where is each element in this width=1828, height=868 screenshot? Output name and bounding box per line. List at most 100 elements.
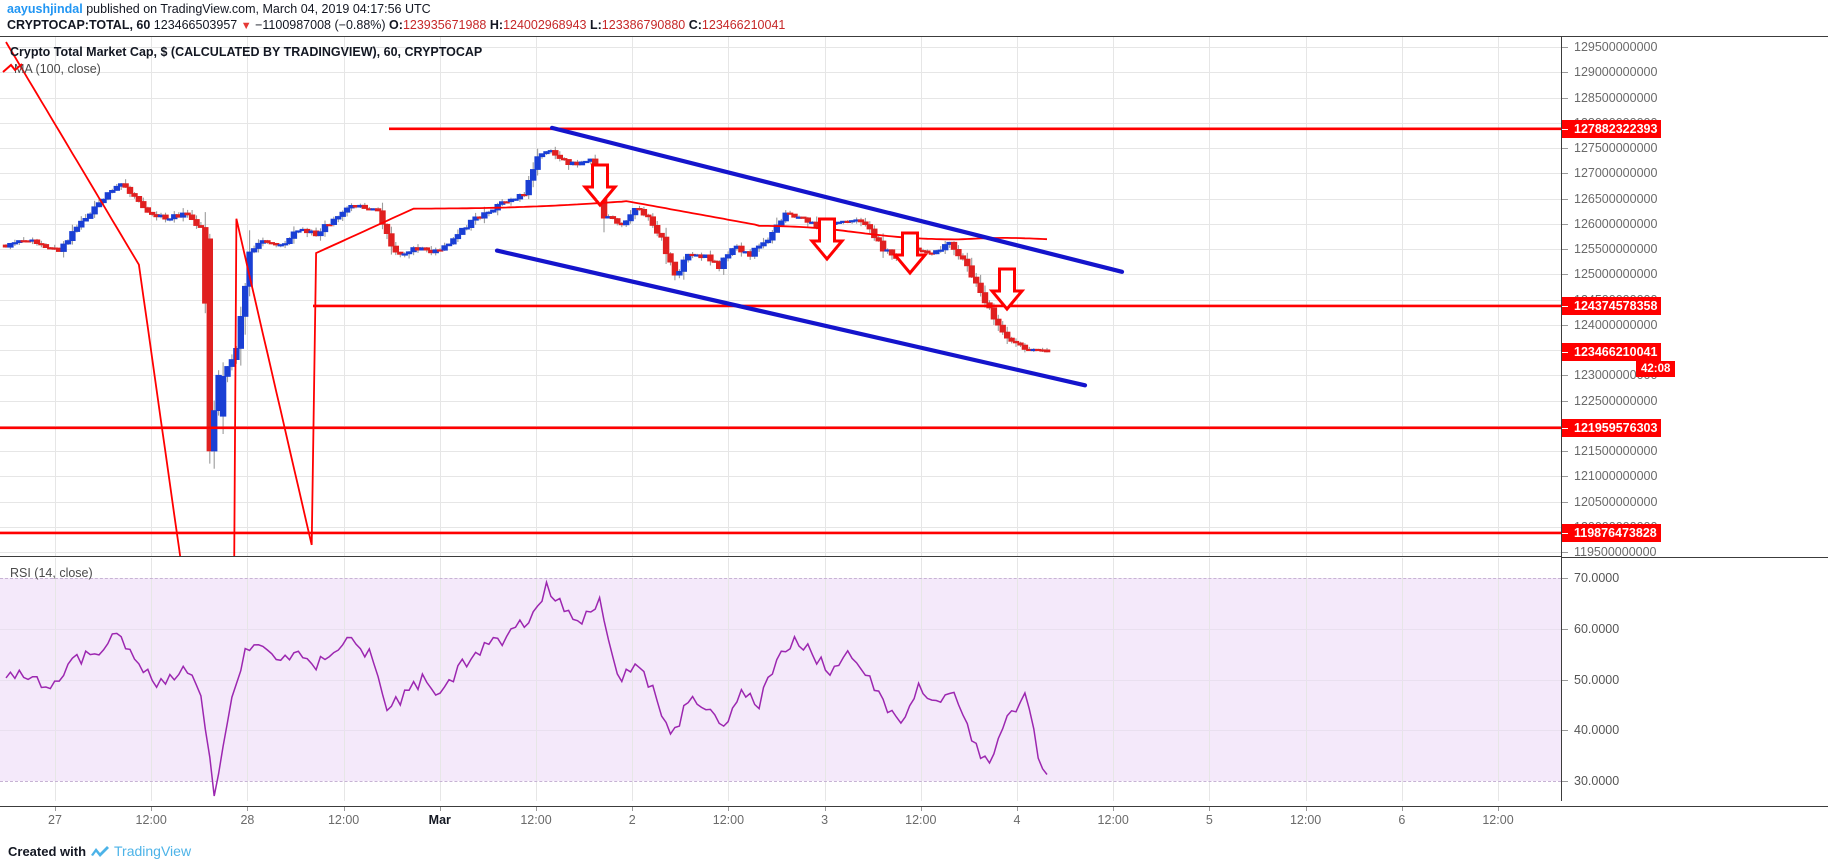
rsi-pane[interactable]: RSI (14, close) (0, 558, 1561, 801)
time-axis-tick (343, 807, 345, 811)
time-axis-tick (439, 807, 441, 811)
gridline-vertical (824, 37, 826, 556)
chart-header: aayushjindal published on TradingView.co… (0, 0, 1828, 36)
time-axis-tick (1017, 807, 1018, 811)
price-axis-tick-label: 120500000000 (1574, 494, 1658, 509)
time-axis-label: 12:00 (905, 813, 937, 827)
gridline-horizontal (0, 425, 1561, 427)
price-level-tick (1562, 351, 1568, 353)
gridline-vertical (1401, 37, 1403, 556)
price-axis-tick (1562, 501, 1568, 503)
price-level-label-support[interactable]: 124374578358 (1562, 296, 1662, 315)
price-axis-tick (1562, 451, 1568, 452)
price-axis-tick (1562, 274, 1568, 276)
price-level-tick (1562, 427, 1568, 429)
high-value: 124002968943 (503, 18, 587, 32)
time-axis-label: 28 (240, 813, 255, 827)
price-pane[interactable]: Crypto Total Market Cap, $ (CALCULATED B… (0, 37, 1561, 557)
gridline-horizontal (0, 274, 1561, 276)
gridline-horizontal (0, 198, 1561, 200)
price-level-label-support[interactable]: 119876473828 (1562, 523, 1661, 542)
gridline-vertical (343, 37, 345, 556)
time-axis-label: Mar (428, 813, 451, 827)
time-axis-label: 3 (821, 813, 829, 827)
price-axis-tick (1562, 198, 1568, 200)
time-axis-tick (247, 807, 249, 811)
gridline-horizontal (0, 476, 1561, 478)
time-axis-tick (1401, 807, 1403, 811)
gridline-vertical (1113, 37, 1115, 556)
price-axis-tick (1562, 47, 1568, 49)
gridline-vertical (1017, 37, 1018, 556)
price-axis-tick-label: 128500000000 (1574, 90, 1658, 105)
rsi-axis-tick-label: 50.0000 (1574, 672, 1620, 687)
change-direction-icon: ▼ (240, 20, 252, 32)
time-axis-tick (151, 807, 153, 811)
price-axis-tick-label: 119500000000 (1574, 545, 1657, 559)
rsi-gridline (0, 679, 1561, 681)
price-axis-tick (1562, 148, 1568, 150)
footer-credit: Created with TradingView (8, 843, 191, 859)
gridline-horizontal (0, 501, 1561, 503)
price-axis-tick-label: 124000000000 (1574, 317, 1658, 332)
chart-title: Crypto Total Market Cap, $ (CALCULATED B… (10, 45, 483, 59)
gridline-horizontal (0, 324, 1561, 326)
gridline-horizontal (0, 375, 1561, 377)
rsi-gridline (0, 578, 1561, 580)
price-level-label-resistance[interactable]: 127882322393 (1562, 119, 1662, 138)
price-axis-tick-label: 125500000000 (1574, 242, 1658, 256)
author-name[interactable]: aayushjindal (7, 2, 83, 16)
gridline-horizontal (0, 552, 1561, 553)
bearish-rejection-arrow-icon (808, 217, 846, 262)
rsi-axis-tick (1562, 628, 1568, 630)
time-axis-tick (824, 807, 826, 811)
price-axis-tick-label: 126000000000 (1574, 216, 1658, 231)
price-axis-tick (1562, 173, 1568, 175)
price-plot (0, 41, 1561, 556)
price-axis-tick (1562, 324, 1568, 326)
time-axis-label: 12:00 (520, 813, 552, 827)
rsi-axis-tick-label: 70.0000 (1574, 571, 1620, 586)
gridline-horizontal (0, 400, 1561, 402)
time-axis-label: 12:00 (327, 813, 360, 827)
time-axis-label: 27 (48, 813, 62, 827)
time-axis-label: 12:00 (1097, 813, 1129, 827)
rsi-axis-tick (1562, 679, 1568, 681)
price-axis-tick (1562, 476, 1568, 478)
price-axis[interactable]: 1295000000001290000000001285000000001280… (1561, 37, 1828, 801)
time-axis-tick (1209, 807, 1211, 811)
close-value: 123466210041 (701, 18, 786, 32)
ma-legend[interactable]: MA (100, close) (14, 62, 101, 76)
gridline-vertical (247, 37, 249, 556)
rsi-legend[interactable]: RSI (14, close) (10, 566, 93, 580)
symbol-label[interactable]: CRYPTOCAP:TOTAL, 60 (7, 18, 151, 32)
price-axis-tick (1562, 552, 1568, 553)
chart-frame[interactable]: Crypto Total Market Cap, $ (CALCULATED B… (0, 36, 1828, 806)
symbol-quote-line: CRYPTOCAP:TOTAL, 60 123466503957 ▼ −1100… (7, 18, 785, 32)
time-axis-tick (1305, 807, 1307, 811)
gridline-horizontal (0, 223, 1561, 225)
time-axis[interactable]: 27 12:00 28 12:00 Mar 12:00 2 12:00 3 12:00 4 12:00… (0, 806, 1828, 832)
rsi-axis-tick-label: 30.0000 (1574, 773, 1620, 788)
time-axis-tick (1498, 807, 1499, 811)
change-absolute: −1100987008 (255, 18, 331, 32)
gridline-horizontal (0, 451, 1561, 452)
time-axis-label: 12:00 (135, 813, 167, 827)
tradingview-brand[interactable]: TradingView (114, 843, 192, 859)
price-level-tick (1562, 128, 1568, 130)
rsi-axis-tick-label: 60.0000 (1574, 621, 1620, 636)
rsi-axis-tick (1562, 780, 1568, 782)
time-axis-label: 12:00 (1289, 813, 1322, 827)
gridline-horizontal (0, 299, 1561, 301)
gridline-horizontal (0, 122, 1561, 124)
gridline-vertical (1305, 37, 1307, 556)
price-level-label-support[interactable]: 121959576303 (1562, 418, 1662, 437)
gridline-horizontal (0, 72, 1561, 74)
low-key: L: (589, 18, 602, 32)
axis-pane-separator (1562, 557, 1828, 558)
published-text: published on TradingView.com, March 04, … (86, 2, 431, 16)
time-axis-label: 12:00 (1482, 813, 1514, 827)
rsi-gridline (0, 628, 1561, 630)
price-level-label-last[interactable]: 123466210041 (1562, 342, 1662, 361)
low-value: 123386790880 (601, 18, 686, 32)
